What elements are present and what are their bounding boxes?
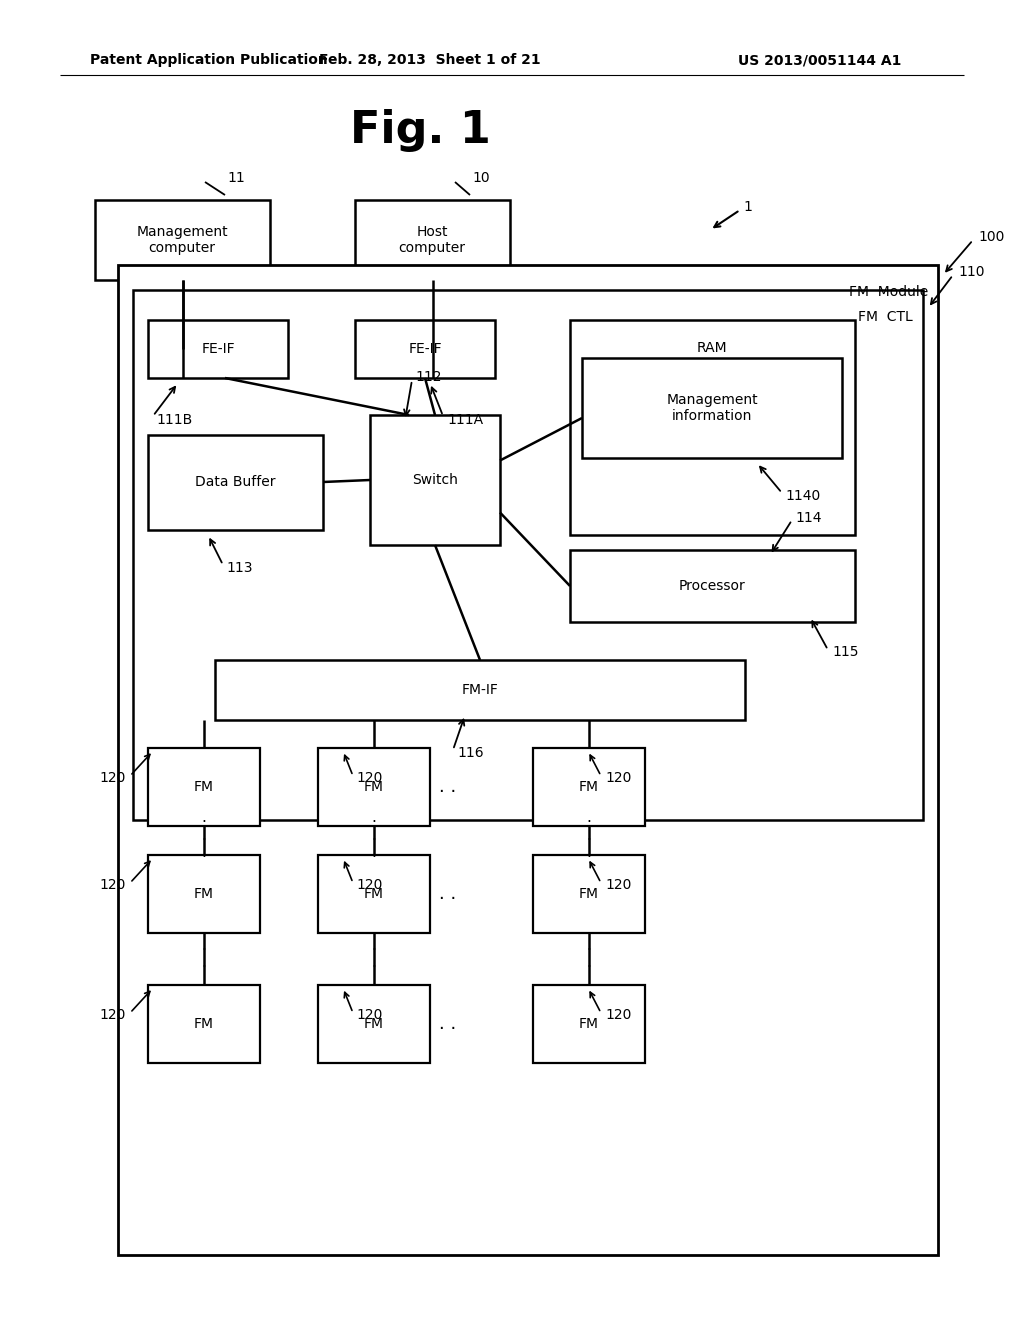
Bar bbox=[148, 855, 260, 933]
Text: 120: 120 bbox=[99, 771, 126, 785]
Bar bbox=[534, 748, 645, 826]
Bar bbox=[582, 358, 842, 458]
Bar bbox=[318, 748, 430, 826]
Text: Patent Application Publication: Patent Application Publication bbox=[90, 53, 328, 67]
Bar bbox=[318, 855, 430, 933]
Text: 120: 120 bbox=[356, 1008, 382, 1022]
Bar bbox=[534, 985, 645, 1063]
Text: ·
·
·: · · · bbox=[202, 814, 207, 865]
Text: 113: 113 bbox=[226, 561, 253, 576]
Bar bbox=[148, 985, 260, 1063]
Text: 116: 116 bbox=[457, 746, 483, 760]
Text: FE-IF: FE-IF bbox=[409, 342, 441, 356]
Text: FE-IF: FE-IF bbox=[201, 342, 234, 356]
Bar bbox=[355, 319, 495, 378]
Text: Data Buffer: Data Buffer bbox=[195, 475, 275, 488]
Text: FM: FM bbox=[364, 1016, 384, 1031]
Text: FM: FM bbox=[194, 1016, 214, 1031]
Text: 120: 120 bbox=[356, 771, 382, 785]
Text: . .: . . bbox=[439, 1015, 457, 1034]
Text: 120: 120 bbox=[356, 878, 382, 892]
Text: ·
·
·: · · · bbox=[587, 814, 592, 865]
Text: Host
computer: Host computer bbox=[398, 224, 466, 255]
Text: ·
·: · · bbox=[372, 942, 377, 975]
Text: 120: 120 bbox=[99, 878, 126, 892]
Bar bbox=[318, 985, 430, 1063]
Text: FM: FM bbox=[579, 887, 599, 902]
Text: 111A: 111A bbox=[447, 413, 483, 426]
Bar bbox=[355, 201, 510, 280]
Text: 112: 112 bbox=[415, 370, 441, 384]
Text: 120: 120 bbox=[605, 878, 632, 892]
Bar bbox=[148, 319, 288, 378]
Bar bbox=[570, 550, 855, 622]
Text: FM-IF: FM-IF bbox=[462, 682, 499, 697]
Text: ·
·
·: · · · bbox=[372, 814, 377, 865]
Text: FM: FM bbox=[194, 780, 214, 795]
Text: Management
computer: Management computer bbox=[136, 224, 227, 255]
Bar bbox=[148, 436, 323, 531]
Text: ·
·: · · bbox=[202, 942, 207, 975]
Text: 100: 100 bbox=[978, 230, 1005, 244]
Text: 11: 11 bbox=[227, 172, 245, 185]
Text: . .: . . bbox=[439, 777, 457, 796]
Text: 111B: 111B bbox=[156, 413, 193, 426]
Text: 10: 10 bbox=[472, 172, 489, 185]
Bar bbox=[215, 660, 745, 719]
Bar bbox=[534, 855, 645, 933]
Text: FM: FM bbox=[194, 887, 214, 902]
Text: FM: FM bbox=[579, 780, 599, 795]
Text: 120: 120 bbox=[99, 1008, 126, 1022]
Bar bbox=[570, 319, 855, 535]
Text: Switch: Switch bbox=[412, 473, 458, 487]
Text: RAM: RAM bbox=[696, 341, 727, 355]
Text: 1140: 1140 bbox=[785, 488, 820, 503]
Text: FM: FM bbox=[364, 887, 384, 902]
Text: FM  Module: FM Module bbox=[849, 285, 928, 300]
Text: . .: . . bbox=[439, 884, 457, 903]
Text: FM  CTL: FM CTL bbox=[858, 310, 913, 323]
Text: FM: FM bbox=[364, 780, 384, 795]
Text: FM: FM bbox=[579, 1016, 599, 1031]
Text: 120: 120 bbox=[605, 771, 632, 785]
Text: 114: 114 bbox=[795, 511, 821, 525]
Text: 110: 110 bbox=[958, 265, 984, 279]
Text: Feb. 28, 2013  Sheet 1 of 21: Feb. 28, 2013 Sheet 1 of 21 bbox=[319, 53, 541, 67]
Text: 120: 120 bbox=[605, 1008, 632, 1022]
Text: ·
·: · · bbox=[587, 942, 592, 975]
Text: 1: 1 bbox=[743, 201, 752, 214]
Text: Fig. 1: Fig. 1 bbox=[349, 108, 490, 152]
Text: Management
information: Management information bbox=[667, 393, 758, 424]
Bar bbox=[133, 290, 923, 820]
Bar bbox=[148, 748, 260, 826]
Bar bbox=[95, 201, 270, 280]
Text: Processor: Processor bbox=[679, 579, 745, 593]
Bar bbox=[370, 414, 500, 545]
Bar bbox=[118, 265, 938, 1255]
Text: US 2013/0051144 A1: US 2013/0051144 A1 bbox=[738, 53, 902, 67]
Text: 115: 115 bbox=[831, 645, 858, 659]
